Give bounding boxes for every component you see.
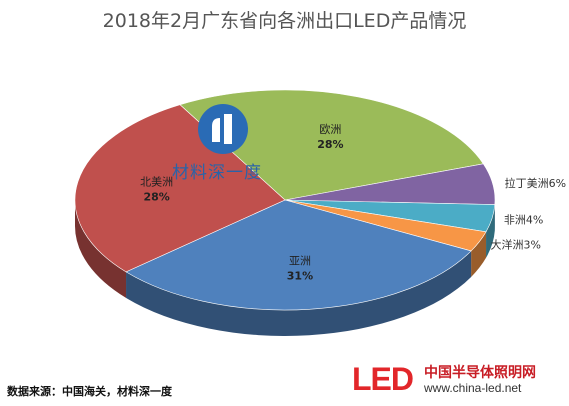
- logo-name: 中国半导体照明网: [424, 365, 536, 381]
- slice-4: [125, 199, 472, 311]
- slice-side-3: [471, 231, 487, 277]
- slice-side-4: [126, 250, 472, 336]
- chart-title: 2018年2月广东省向各洲出口LED产品情况: [102, 10, 467, 32]
- slice-0: [179, 89, 484, 201]
- slice-label-3: 大洋洲3%: [491, 238, 541, 252]
- logo-url: www.china-led.net: [424, 381, 522, 395]
- slice-name-0: 欧洲: [319, 123, 341, 136]
- led-logo-mark: LED: [352, 361, 414, 397]
- slice-side-5: [75, 200, 127, 298]
- slice-name-5: 北美洲: [140, 176, 173, 189]
- pie-tops: [74, 89, 496, 311]
- logo: LED 中国半导体照明网 www.china-led.net: [352, 360, 569, 400]
- source-note: 数据来源：中国海关，材料深一度: [7, 385, 172, 398]
- pie-labels: 欧洲 28% 拉丁美洲6% 非洲4% 大洋洲3% 亚洲 31% 北美洲 28%: [140, 123, 566, 283]
- slice-value-4: 31%: [287, 270, 313, 283]
- watermark-text: 材料深一度: [172, 163, 262, 183]
- watermark-logo-icon: [198, 104, 248, 154]
- slice-name-4: 亚洲: [289, 255, 311, 268]
- slice-label-1: 拉丁美洲6%: [505, 176, 566, 190]
- slice-value-0: 28%: [317, 138, 343, 151]
- slice-label-2: 非洲4%: [504, 214, 543, 227]
- slice-5: [74, 104, 286, 273]
- slice-side-2: [486, 204, 495, 258]
- slice-value-5: 28%: [143, 191, 169, 204]
- pie-sides: [75, 200, 495, 336]
